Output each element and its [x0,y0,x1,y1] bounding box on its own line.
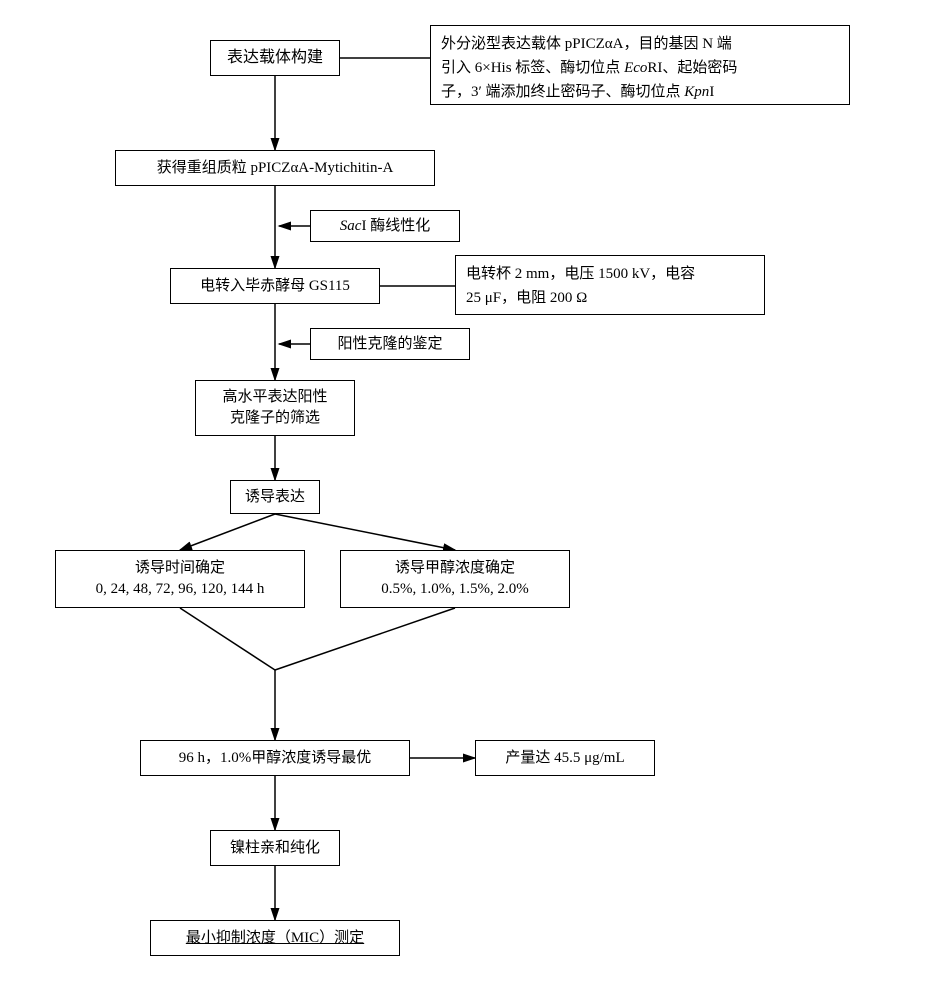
node-electroporation: 电转入毕赤酵母 GS115 [170,268,380,304]
side-linearize: SacI 酶线性化 [310,210,460,242]
annot-line: 外分泌型表达载体 pPICZαA，目的基因 N 端 [441,32,839,56]
node-text: 产量达 45.5 μg/mL [505,748,624,769]
node-text: 获得重组质粒 pPICZαA-Mytichitin-A [157,158,394,179]
node-text: SacI 酶线性化 [340,216,430,237]
node-mic-assay: 最小抑制浓度（MIC）测定 [150,920,400,956]
annot-vector-details: 外分泌型表达载体 pPICZαA，目的基因 N 端 引入 6×His 标签、酶切… [430,25,850,105]
node-text: 最小抑制浓度（MIC）测定 [186,928,364,949]
annot-electro-params: 电转杯 2 mm，电压 1500 kV，电容 25 μF，电阻 200 Ω [455,255,765,315]
node-text: 诱导表达 [245,487,305,508]
flowchart-container: 表达载体构建 外分泌型表达载体 pPICZαA，目的基因 N 端 引入 6×Hi… [20,20,906,980]
annot-line: 25 μF，电阻 200 Ω [466,286,754,310]
node-vector-construction: 表达载体构建 [210,40,340,76]
node-text: 高水平表达阳性克隆子的筛选 [222,387,327,429]
node-induction-time: 诱导时间确定0, 24, 48, 72, 96, 120, 144 h [55,550,305,608]
node-purification: 镍柱亲和纯化 [210,830,340,866]
node-text: 镍柱亲和纯化 [230,838,320,859]
node-high-expression-screen: 高水平表达阳性克隆子的筛选 [195,380,355,436]
node-text: 电转入毕赤酵母 GS115 [200,276,350,297]
side-positive-clone-id: 阳性克隆的鉴定 [310,328,470,360]
node-recombinant-plasmid: 获得重组质粒 pPICZαA-Mytichitin-A [115,150,435,186]
node-text: 诱导甲醇浓度确定0.5%, 1.0%, 1.5%, 2.0% [381,558,528,600]
annot-line: 子，3′ 端添加终止密码子、酶切位点 KpnI [441,80,839,104]
node-methanol-concentration: 诱导甲醇浓度确定0.5%, 1.0%, 1.5%, 2.0% [340,550,570,608]
node-text: 阳性克隆的鉴定 [337,334,442,355]
node-optimal-conditions: 96 h，1.0%甲醇浓度诱导最优 [140,740,410,776]
node-text: 诱导时间确定0, 24, 48, 72, 96, 120, 144 h [96,558,265,600]
node-text: 96 h，1.0%甲醇浓度诱导最优 [179,748,372,769]
node-text: 表达载体构建 [227,47,323,69]
node-induce-expression: 诱导表达 [230,480,320,514]
annot-line: 引入 6×His 标签、酶切位点 EcoRI、起始密码 [441,56,839,80]
annot-yield: 产量达 45.5 μg/mL [475,740,655,776]
annot-line: 电转杯 2 mm，电压 1500 kV，电容 [466,262,754,286]
